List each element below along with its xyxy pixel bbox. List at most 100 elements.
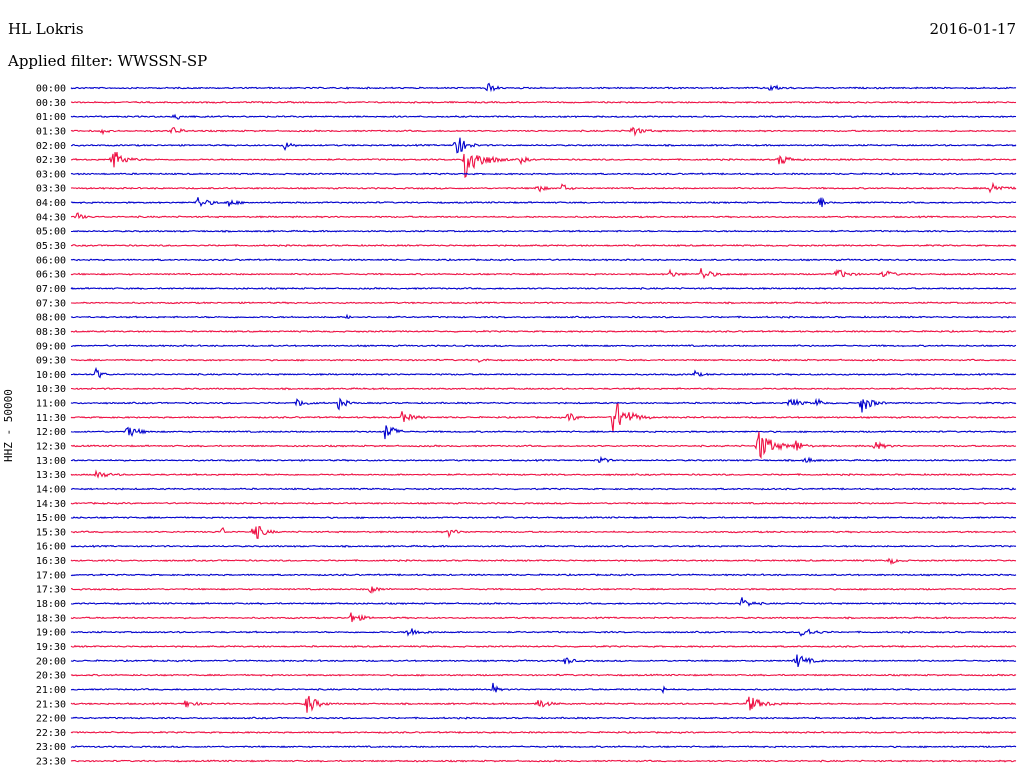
row-time-label: 02:00 [36,141,66,152]
seismogram-trace [70,301,1017,305]
row-time-label: 00:30 [36,98,66,109]
row-time-label: 13:30 [36,470,66,481]
seismogram-trace [70,313,1017,320]
row-time-label: 09:30 [36,356,66,367]
seismogram-trace [70,716,1017,720]
row-time-label: 09:00 [36,341,66,352]
seismogram-trace [70,682,1017,695]
row-time-label: 11:30 [36,413,66,424]
row-time-label: 11:00 [36,399,66,410]
seismogram-trace [70,82,1017,93]
row-time-label: 21:30 [36,699,66,710]
seismogram-trace [70,612,1017,623]
row-time-label: 08:30 [36,327,66,338]
row-time-label: 08:00 [36,313,66,324]
row-time-label: 04:30 [36,212,66,223]
row-time-label: 18:00 [36,599,66,610]
seismogram-trace [70,644,1017,649]
row-time-label: 16:30 [36,556,66,567]
row-time-label: 16:00 [36,542,66,553]
seismogram-trace [70,387,1017,391]
seismogram-trace [70,597,1017,607]
row-time-label: 17:00 [36,570,66,581]
seismogram-trace [70,431,1017,460]
row-time-label: 22:00 [36,714,66,725]
row-time-label: 03:30 [36,184,66,195]
row-time-label: 04:00 [36,198,66,209]
row-time-label: 05:00 [36,227,66,238]
seismogram-trace [70,397,1017,413]
row-time-label: 15:30 [36,527,66,538]
row-time-label: 23:00 [36,742,66,753]
seismogram-trace [70,557,1017,566]
seismogram-trace [70,730,1017,735]
seismogram-trace [70,258,1017,262]
seismogram-trace [70,654,1017,668]
row-time-label: 12:30 [36,442,66,453]
row-time-label: 20:00 [36,656,66,667]
row-time-label: 07:30 [36,298,66,309]
row-time-label: 01:30 [36,126,66,137]
row-time-label: 23:30 [36,757,66,768]
row-time-label: 10:30 [36,384,66,395]
seismogram-trace [70,573,1017,577]
row-time-label: 14:00 [36,484,66,495]
row-time-label: 20:30 [36,671,66,682]
seismogram-trace [70,172,1017,176]
row-time-label: 18:30 [36,613,66,624]
seismogram-trace [70,544,1017,549]
seismogram-trace [70,268,1016,280]
seismogram-trace [70,243,1017,248]
row-time-label: 19:00 [36,628,66,639]
seismogram-trace [70,673,1017,677]
row-time-label: 17:30 [36,585,66,596]
seismogram-trace [70,113,1017,120]
row-time-label: 07:00 [36,284,66,295]
row-time-label: 02:30 [36,155,66,166]
seismogram-trace [71,212,1017,220]
row-time-label: 15:00 [36,513,66,524]
seismogram-trace [70,358,1016,363]
seismogram-trace [70,455,1017,464]
seismogram-trace [71,151,1017,178]
row-time-label: 00:00 [36,84,66,95]
seismogram-trace [70,425,1017,440]
seismogram-trace [70,487,1017,491]
seismogram-trace [70,526,1017,540]
seismogram-trace [70,469,1017,479]
row-time-label: 01:00 [36,112,66,123]
row-time-label: 06:30 [36,270,66,281]
seismogram-trace [71,586,1017,594]
seismogram-trace [71,366,1017,379]
seismogram-trace [70,286,1017,291]
seismogram-trace [70,745,1017,749]
seismogram-trace [70,759,1017,763]
seismogram-trace [70,181,1017,194]
seismogram-trace [70,100,1017,104]
row-time-label: 06:00 [36,255,66,266]
seismogram-trace [70,344,1017,348]
station-title: HL Lokris [8,20,84,38]
row-time-label: 05:30 [36,241,66,252]
seismogram-trace [70,515,1017,520]
row-time-label: 10:00 [36,370,66,381]
row-time-label: 22:30 [36,728,66,739]
filter-label: Applied filter: WWSSN-SP [8,52,208,70]
row-time-label: 13:00 [36,456,66,467]
date-label: 2016-01-17 [929,20,1016,38]
seismogram-trace [70,403,1017,433]
row-time-label: 19:30 [36,642,66,653]
seismogram-trace [70,126,1017,137]
row-time-label: 03:00 [36,169,66,180]
seismogram-trace [70,197,1017,208]
seismogram-trace [70,501,1017,505]
seismogram-trace [70,628,1017,637]
row-time-label: 14:30 [36,499,66,510]
row-time-label: 12:00 [36,427,66,438]
row-time-label: 21:00 [36,685,66,696]
seismogram-trace [70,329,1017,334]
seismogram-trace [70,137,1017,154]
seismogram-trace [71,229,1017,233]
seismogram-trace [70,695,1017,713]
